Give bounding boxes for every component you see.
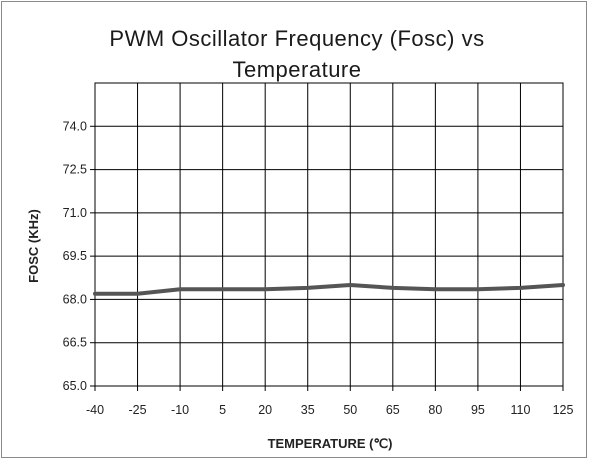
series-line	[93, 283, 565, 296]
x-tick-label: -10	[171, 403, 189, 417]
plot-area	[94, 82, 564, 387]
y-tick-label: 74.0	[63, 119, 87, 133]
x-axis: -40 -25 -10 5 20 35 50 65 80 95 110 125	[86, 386, 574, 417]
x-tick-label: -25	[129, 403, 147, 417]
x-tick-label: 50	[343, 403, 357, 417]
x-tick-label: 35	[301, 403, 315, 417]
y-tick-label: 66.5	[63, 336, 87, 350]
x-tick-label: 20	[258, 403, 272, 417]
chart-title-line-1: PWM Oscillator Frequency (Fosc) vs	[109, 26, 484, 51]
x-tick-label: 95	[471, 403, 485, 417]
x-tick-label: 80	[428, 403, 442, 417]
y-tick-label: 68.0	[63, 292, 87, 306]
y-tick-label: 72.5	[63, 163, 87, 177]
plot-grid	[94, 83, 564, 387]
y-tick-label: 69.5	[63, 249, 87, 263]
x-axis-title: TEMPERATURE (℃)	[268, 436, 393, 451]
x-tick-label: 5	[219, 403, 226, 417]
x-tick-label: 110	[510, 403, 530, 417]
y-tick-label: 65.0	[63, 379, 87, 393]
x-tick-label: 125	[553, 403, 574, 417]
y-tick-label: 71.0	[63, 206, 87, 220]
x-tick-label: 65	[386, 403, 400, 417]
chart-title-line-2: Temperature	[232, 57, 361, 82]
y-axis-title: FOSC (KHz)	[26, 209, 41, 283]
x-tick-label: -40	[86, 403, 104, 417]
y-axis: 74.0 72.5 71.0 69.5 68.0 66.5 65.0	[63, 119, 95, 393]
